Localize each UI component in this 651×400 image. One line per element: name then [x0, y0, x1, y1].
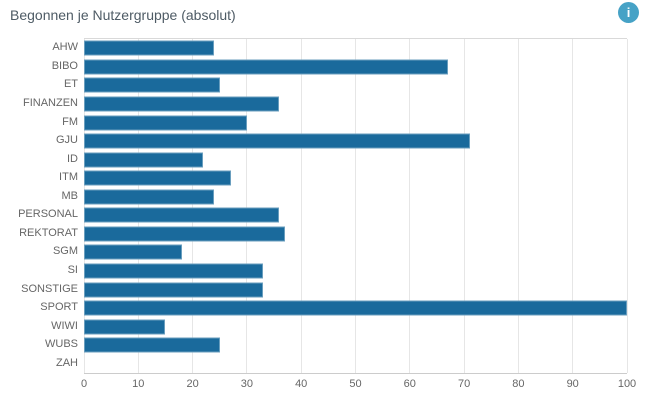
bar-sonstige[interactable]	[84, 282, 264, 298]
y-axis-category-labels: AHW BIBO ET FINANZEN FM GJU ID ITM MB PERSONAL REK…	[0, 38, 78, 372]
category-label-mb: MB	[61, 189, 79, 202]
info-icon[interactable]: i	[618, 2, 639, 23]
x-tick-label-80: 80	[512, 378, 525, 390]
category-label-wubs: WUBS	[45, 338, 78, 351]
bar-wubs[interactable]	[84, 337, 220, 353]
bar-row-fm	[84, 113, 627, 132]
category-label-id: ID	[67, 152, 78, 165]
category-label-ahw: AHW	[52, 41, 78, 54]
bar-row-zah	[84, 355, 627, 374]
category-label-finanzen: FINANZEN	[23, 96, 78, 109]
category-label-zah: ZAH	[56, 356, 78, 369]
bar-personal[interactable]	[84, 207, 280, 223]
bar-row-wubs	[84, 336, 627, 355]
x-tick-label-10: 10	[132, 378, 145, 390]
category-label-si: SI	[67, 264, 78, 277]
bar-rows	[84, 39, 627, 373]
bar-fm[interactable]	[84, 115, 247, 131]
bar-si[interactable]	[84, 263, 264, 279]
category-label-gju: GJU	[56, 134, 78, 147]
x-tick-label-90: 90	[566, 378, 579, 390]
bar-row-personal	[84, 206, 627, 225]
bar-row-bibo	[84, 58, 627, 77]
x-tick-label-20: 20	[186, 378, 199, 390]
gridline-70	[463, 39, 465, 373]
bar-row-sport	[84, 299, 627, 318]
bar-row-rektorat	[84, 225, 627, 244]
bar-row-gju	[84, 132, 627, 151]
bar-row-sgm	[84, 243, 627, 262]
bar-ahw[interactable]	[84, 40, 215, 56]
category-label-sgm: SGM	[52, 245, 78, 258]
category-label-sonstige: SONSTIGE	[21, 282, 78, 295]
x-tick-label-70: 70	[457, 378, 471, 390]
bar-row-mb	[84, 188, 627, 207]
bar-et[interactable]	[84, 77, 220, 93]
x-tick-label-100: 100	[617, 378, 637, 390]
x-tick-label-30: 30	[240, 378, 254, 390]
bar-sgm[interactable]	[84, 244, 182, 260]
bar-row-wiwi	[84, 317, 627, 336]
category-label-bibo: BIBO	[51, 59, 78, 72]
info-icon-glyph: i	[626, 5, 631, 20]
category-label-rektorat: REKTORAT	[19, 226, 78, 239]
bar-mb[interactable]	[84, 189, 215, 205]
category-label-et: ET	[63, 78, 78, 91]
gridline-100	[626, 39, 628, 373]
bar-id[interactable]	[84, 152, 204, 168]
bar-row-sonstige	[84, 280, 627, 299]
bar-finanzen[interactable]	[84, 96, 280, 112]
plot-area	[83, 38, 628, 374]
bar-row-id	[84, 150, 627, 169]
x-tick-label-40: 40	[295, 378, 308, 390]
bar-row-finanzen	[84, 95, 627, 114]
category-label-sport: SPORT	[40, 301, 78, 314]
category-label-wiwi: WIWI	[51, 319, 78, 332]
gridline-0	[83, 39, 85, 373]
gridline-80	[517, 39, 519, 373]
gridline-30	[246, 39, 248, 373]
category-label-fm: FM	[62, 115, 78, 128]
bar-gju[interactable]	[84, 133, 470, 149]
gridline-90	[572, 39, 574, 373]
bar-bibo[interactable]	[84, 59, 448, 75]
x-tick-label-60: 60	[403, 378, 416, 390]
bar-row-si	[84, 262, 627, 281]
bar-rektorat[interactable]	[84, 226, 285, 242]
category-label-itm: ITM	[59, 171, 78, 184]
bar-row-ahw	[84, 39, 627, 58]
chart-title: Begonnen je Nutzergruppe (absolut)	[10, 7, 236, 23]
bar-itm[interactable]	[84, 170, 231, 186]
category-label-personal: PERSONAL	[18, 208, 78, 221]
gridline-40	[300, 39, 302, 373]
gridline-20	[192, 39, 194, 373]
bar-row-itm	[84, 169, 627, 188]
x-tick-label-0: 0	[80, 378, 88, 390]
gridline-60	[409, 39, 411, 373]
bar-wiwi[interactable]	[84, 319, 166, 335]
bar-sport[interactable]	[84, 300, 627, 316]
gridline-10	[137, 39, 139, 373]
bar-row-et	[84, 76, 627, 95]
x-tick-label-50: 50	[349, 378, 362, 390]
gridline-50	[355, 39, 356, 373]
